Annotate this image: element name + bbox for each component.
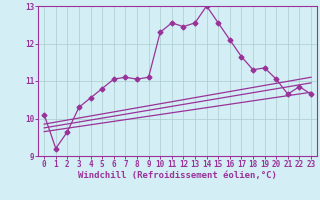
X-axis label: Windchill (Refroidissement éolien,°C): Windchill (Refroidissement éolien,°C) [78, 171, 277, 180]
